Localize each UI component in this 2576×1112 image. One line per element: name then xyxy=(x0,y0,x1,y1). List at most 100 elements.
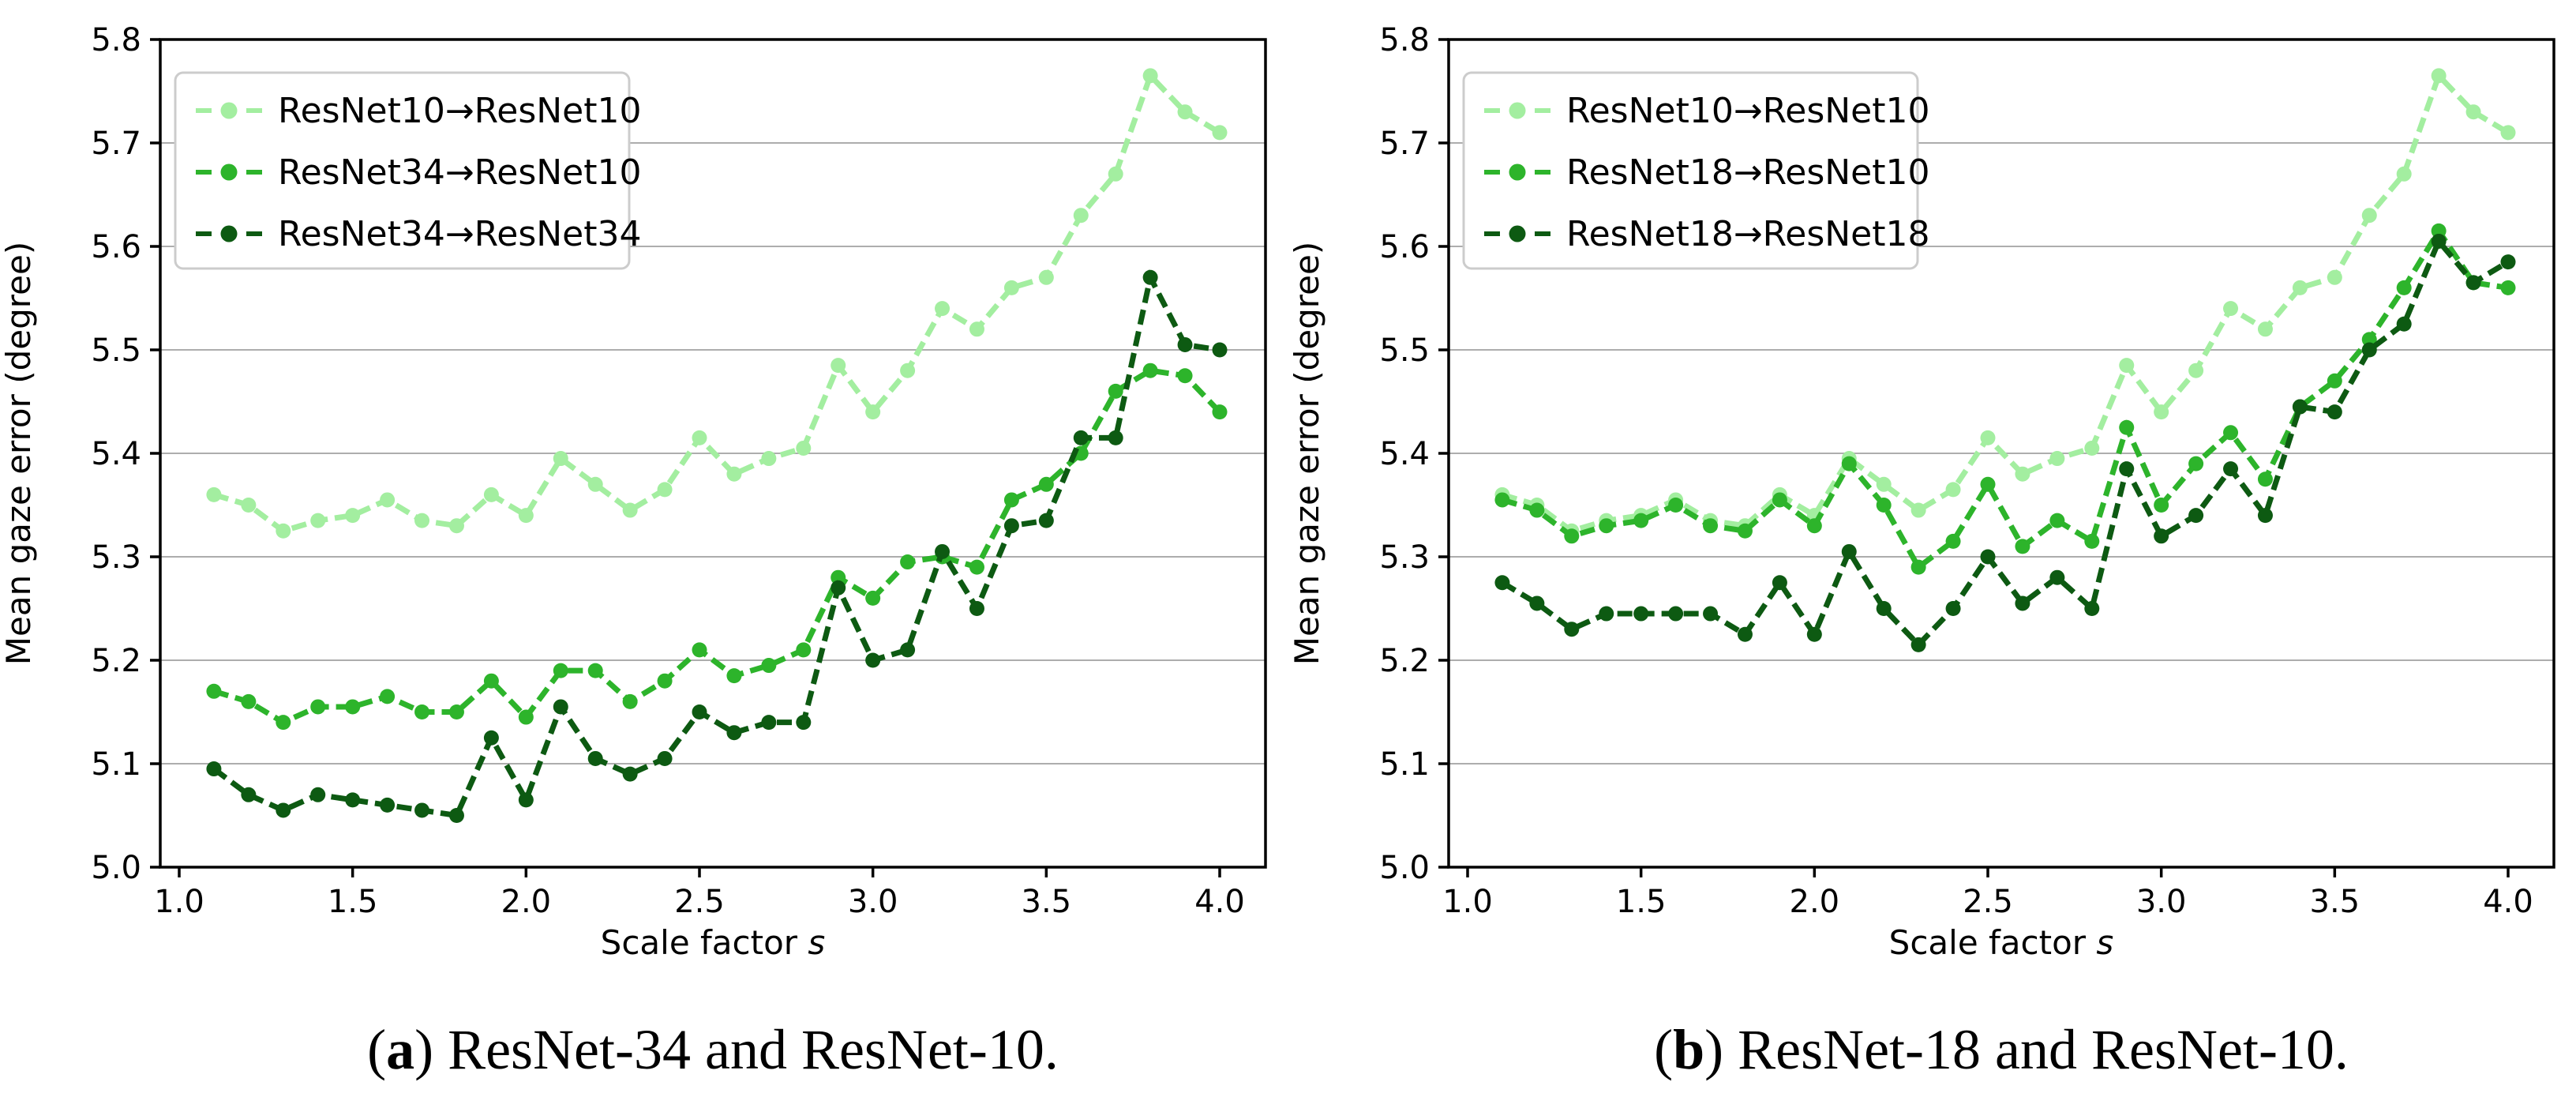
data-point-marker xyxy=(1841,543,1857,559)
data-point-marker xyxy=(692,704,707,719)
caption-a: (a) ResNet-34 and ResNet-10. xyxy=(160,1017,1266,1096)
data-point-marker xyxy=(900,554,916,570)
data-point-marker xyxy=(1668,606,1684,622)
data-point-marker xyxy=(1073,208,1089,224)
data-point-marker xyxy=(726,466,742,482)
data-point-marker xyxy=(276,523,291,539)
data-point-marker xyxy=(657,750,673,766)
data-point-marker xyxy=(2119,461,2135,477)
y-tick-label: 5.3 xyxy=(91,539,141,576)
x-tick-label: 2.5 xyxy=(1963,884,2013,920)
data-point-marker xyxy=(622,502,638,518)
x-tick-label: 2.0 xyxy=(501,884,552,920)
data-point-marker xyxy=(1980,430,1996,445)
data-point-marker xyxy=(380,689,396,704)
data-point-marker xyxy=(310,787,326,802)
y-tick-label: 5.4 xyxy=(1379,436,1430,472)
data-point-marker xyxy=(726,725,742,741)
y-tick-label: 5.6 xyxy=(1379,229,1430,265)
data-point-marker xyxy=(657,482,673,498)
data-point-marker xyxy=(2084,440,2100,456)
data-point-marker xyxy=(310,699,326,715)
data-point-marker xyxy=(1212,342,1228,358)
line-chart-b: 1.0 1.5 2.0 2.5 3.0 3.5 4.0 5.0 5.1 5.2 5.3 5.4 5.5 5… xyxy=(1288,22,2555,962)
legend-label: ResNet34→ResNet34 xyxy=(278,214,642,254)
data-point-marker xyxy=(345,792,361,808)
data-point-marker xyxy=(276,802,291,818)
x-axis-label: Scale factor s xyxy=(1889,923,2114,962)
legend-marker xyxy=(220,163,238,181)
y-tick-label: 5.1 xyxy=(1379,746,1430,783)
legend-label: ResNet10→ResNet10 xyxy=(1566,91,1930,131)
data-point-marker xyxy=(900,642,916,658)
data-point-marker xyxy=(1910,559,1926,575)
data-point-marker xyxy=(553,699,568,715)
series-line-1 xyxy=(1501,225,2509,572)
data-point-marker xyxy=(2327,373,2342,389)
data-point-marker xyxy=(1529,595,1545,611)
data-point-marker xyxy=(483,730,499,746)
data-point-marker xyxy=(206,761,222,777)
y-tick-label: 5.7 xyxy=(91,126,141,162)
caption-b-paren-close: ) xyxy=(1704,1018,1738,1081)
data-point-marker xyxy=(1876,476,1892,492)
data-point-marker xyxy=(1142,68,1158,84)
data-point-marker xyxy=(241,693,257,709)
data-point-marker xyxy=(1980,476,1996,492)
data-point-marker xyxy=(518,709,534,725)
data-point-marker xyxy=(796,715,812,731)
legend-label: ResNet18→ResNet10 xyxy=(1566,152,1930,193)
data-point-marker xyxy=(1038,513,1054,528)
data-point-marker xyxy=(1599,606,1614,622)
data-point-marker xyxy=(241,498,257,513)
data-point-marker xyxy=(1806,626,1822,642)
x-tick-label: 1.0 xyxy=(154,884,204,920)
data-point-marker xyxy=(1073,430,1089,445)
data-point-marker xyxy=(969,601,984,616)
y-tick-label: 5.8 xyxy=(1379,22,1430,58)
data-point-marker xyxy=(657,673,673,689)
data-point-marker xyxy=(1945,601,1961,616)
series-line-2 xyxy=(1501,235,2510,649)
legend-box xyxy=(174,71,631,270)
x-tick-label: 3.0 xyxy=(848,884,898,920)
data-point-marker xyxy=(2465,275,2481,291)
data-point-marker xyxy=(1737,523,1753,539)
y-axis-label: Mean gaze error (degree) xyxy=(0,242,38,665)
data-point-marker xyxy=(1564,622,1580,637)
data-point-marker xyxy=(1142,269,1158,285)
data-point-marker xyxy=(622,693,638,709)
data-point-marker xyxy=(865,590,881,606)
x-tick-label: 1.5 xyxy=(328,884,378,920)
data-point-marker xyxy=(1980,549,1996,565)
data-point-marker xyxy=(2154,498,2169,513)
data-point-marker xyxy=(2500,125,2516,141)
data-point-marker xyxy=(380,492,396,508)
y-tick-label: 5.5 xyxy=(1379,332,1430,369)
chart-panel-b: 1.0 1.5 2.0 2.5 3.0 3.5 4.0 5.0 5.1 5.2 5.3 5.4 5.5 5… xyxy=(1288,0,2576,971)
data-point-marker xyxy=(1910,502,1926,518)
data-point-marker xyxy=(2396,280,2412,295)
data-point-marker xyxy=(276,715,291,731)
y-tick-label: 5.6 xyxy=(91,229,141,265)
data-point-marker xyxy=(1876,498,1892,513)
data-point-marker xyxy=(1703,606,1719,622)
data-point-marker xyxy=(553,663,568,678)
data-point-marker xyxy=(2084,533,2100,549)
legend-marker xyxy=(1509,225,1526,242)
data-point-marker xyxy=(969,321,984,337)
data-point-marker xyxy=(865,404,881,420)
y-tick-label: 5.7 xyxy=(1379,126,1430,162)
data-point-marker xyxy=(2465,104,2481,120)
data-point-marker xyxy=(1772,575,1787,591)
data-point-marker xyxy=(692,430,707,445)
data-point-marker xyxy=(1633,606,1649,622)
caption-a-paren-close: ) xyxy=(414,1018,448,1081)
legend-marker xyxy=(1509,102,1526,119)
x-tick-label: 4.0 xyxy=(1194,884,1245,920)
data-point-marker xyxy=(1910,637,1926,652)
data-point-marker xyxy=(1876,601,1892,616)
data-point-marker xyxy=(448,518,464,534)
data-point-marker xyxy=(831,580,846,595)
